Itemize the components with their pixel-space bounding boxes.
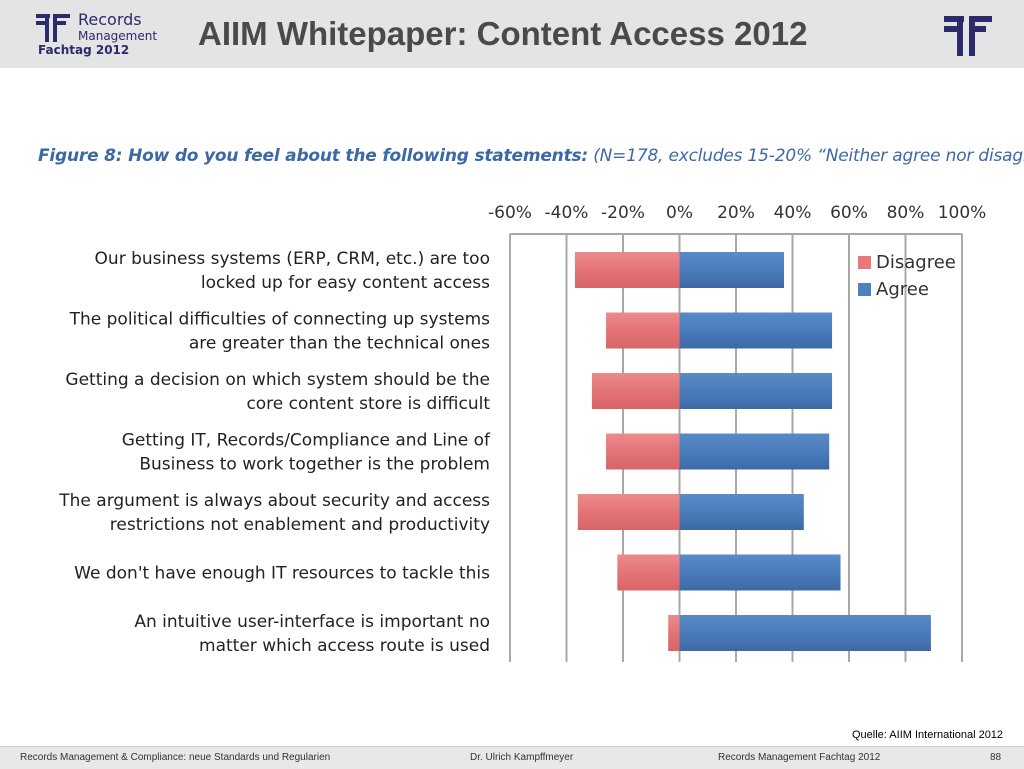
x-tick-label: 80%	[887, 203, 925, 223]
x-tick-label: 60%	[830, 203, 868, 223]
bar-agree	[679, 373, 833, 409]
logo-line3: Fachtag 2012	[38, 43, 130, 57]
legend-swatch-agree	[858, 283, 871, 296]
bar-disagree	[591, 373, 680, 409]
category-label: Getting IT, Records/Compliance and Line …	[122, 431, 491, 451]
source-note: Quelle: AIIM International 2012	[852, 729, 1004, 741]
figure-title: Figure 8: How do you feel about the foll…	[38, 146, 1024, 166]
bar-agree	[679, 615, 931, 651]
category-label: The political difficulties of connecting…	[69, 310, 491, 330]
bar-disagree	[577, 494, 680, 530]
x-tick-label: 0%	[666, 203, 693, 223]
bar-agree	[679, 312, 833, 349]
x-tick-label: 40%	[774, 203, 812, 223]
bar-disagree	[617, 554, 680, 591]
footer-right: Records Management Fachtag 2012	[718, 752, 881, 763]
legend-label: Disagree	[876, 252, 956, 273]
bar-agree	[679, 494, 804, 530]
diverging-bar-chart: -60% -40% -20% 0% 20% 40% 60% 80% 100% Our busine…	[58, 203, 987, 662]
logo-line2: Management	[78, 29, 158, 43]
slide-footer: Records Management & Compliance: neue St…	[0, 746, 1024, 769]
legend-label: Agree	[876, 279, 929, 300]
x-tick-label: 100%	[938, 203, 987, 223]
category-label: locked up for easy content access	[201, 273, 490, 293]
bar-disagree	[606, 433, 680, 470]
bar-agree	[679, 554, 841, 591]
figure-title-bold: Figure 8: How do you feel about the foll…	[38, 146, 589, 166]
slide-header: Records Management Fachtag 2012 AIIM Whi…	[0, 0, 1024, 68]
category-label: matter which access route is used	[199, 636, 490, 656]
x-tick-label: -60%	[488, 203, 532, 223]
slide-title: AIIM Whitepaper: Content Access 2012	[198, 15, 808, 52]
logo-mark-icon	[36, 14, 70, 42]
category-label: The argument is always about security an…	[58, 491, 490, 511]
figure-title-rest: (N=178, excludes 15-20% “Neither agree n…	[588, 146, 1024, 166]
x-tick-label: -40%	[545, 203, 589, 223]
bar-disagree	[606, 312, 680, 349]
footer-center: Dr. Ulrich Kampffmeyer	[470, 752, 574, 763]
page-number: 88	[990, 752, 1002, 763]
legend-swatch-disagree	[858, 256, 871, 269]
x-tick-label: -20%	[601, 203, 645, 223]
bar-agree	[679, 433, 830, 470]
records-management-logo: Records Management Fachtag 2012	[36, 10, 157, 60]
category-label: Our business systems (ERP, CRM, etc.) ar…	[95, 249, 490, 269]
x-tick-label: 20%	[717, 203, 755, 223]
brand-mark-icon	[944, 16, 992, 56]
footer-left: Records Management & Compliance: neue St…	[20, 752, 331, 763]
category-label: Getting a decision on which system shoul…	[65, 370, 490, 390]
category-label: restrictions not enablement and producti…	[110, 515, 490, 535]
category-label: are greater than the technical ones	[189, 334, 490, 354]
bar-disagree	[574, 252, 680, 288]
category-label: An intuitive user-interface is important…	[134, 612, 490, 632]
bar-agree	[679, 252, 785, 288]
logo-line1: Records	[78, 10, 142, 29]
category-label: We don't have enough IT resources to tac…	[74, 564, 490, 584]
category-label: Business to work together is the problem	[139, 455, 490, 475]
category-label: core content store is difficult	[246, 394, 490, 414]
bar-disagree	[668, 615, 680, 651]
